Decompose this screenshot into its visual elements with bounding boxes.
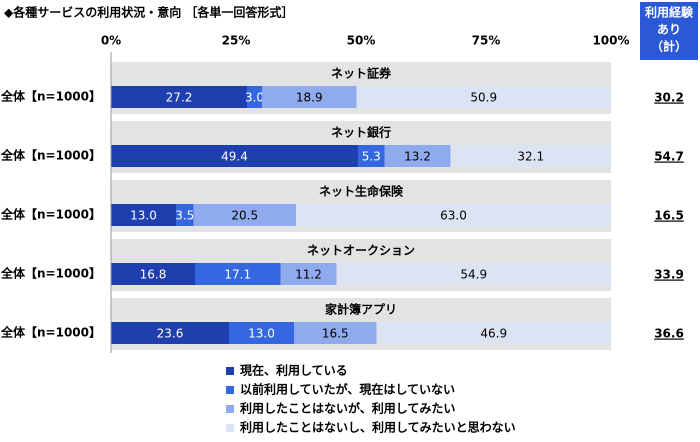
bar-segment — [111, 263, 195, 285]
value-label: 13.2 — [404, 150, 431, 164]
legend-label: 利用したことはないが、利用してみたい — [240, 401, 455, 416]
bar-segment — [262, 86, 357, 108]
row-label: 全体【n=1000】 — [0, 89, 101, 104]
value-label: 17.1 — [224, 268, 251, 282]
panel-title: ネット証券 — [331, 66, 392, 81]
chart-title: ◆各種サービスの利用状況・意向 ［各単一回答形式］ — [4, 5, 293, 20]
value-label: 16.5 — [322, 327, 349, 341]
bar-segment — [356, 86, 611, 108]
panel-title: ネット銀行 — [331, 125, 391, 140]
panel-title: ネット生命保険 — [319, 184, 404, 199]
value-label: 54.9 — [460, 268, 487, 282]
bar-segment — [336, 263, 611, 285]
legend-swatch — [226, 386, 234, 394]
value-label: 13.0 — [130, 209, 157, 223]
value-label: 3.0 — [245, 91, 264, 105]
total-value: 33.9 — [654, 268, 684, 282]
value-label: 11.2 — [295, 268, 322, 282]
x-tick-label: 0% — [101, 34, 121, 48]
panel-title: ネットオークション — [307, 244, 415, 258]
bar-segment — [384, 145, 451, 167]
legend-label: 利用したことはないし、利用してみたいと思わない — [240, 420, 516, 435]
bar-segment — [358, 145, 385, 167]
value-label: 27.2 — [166, 91, 193, 105]
bar-segment — [111, 86, 247, 108]
value-label: 3.5 — [175, 209, 194, 223]
bar-segment — [193, 204, 296, 226]
bar-segment — [111, 145, 358, 167]
panel-title: 家計簿アプリ — [325, 302, 397, 317]
value-label: 16.8 — [140, 268, 167, 282]
totals-title: （計） — [651, 39, 687, 54]
value-label: 46.9 — [480, 327, 507, 341]
x-tick-label: 50% — [347, 34, 376, 48]
bar-segment — [229, 322, 294, 344]
x-tick-label: 100% — [592, 34, 629, 48]
value-label: 5.3 — [362, 150, 381, 164]
value-label: 20.5 — [231, 209, 258, 223]
x-tick-label: 25% — [222, 34, 251, 48]
totals-header — [640, 2, 698, 60]
x-tick-label: 75% — [472, 34, 501, 48]
bar-segment — [376, 322, 611, 344]
bar-segment — [296, 204, 611, 226]
bar-segment — [247, 86, 262, 108]
bar-segment — [176, 204, 194, 226]
row-label: 全体【n=1000】 — [0, 325, 101, 340]
row-label: 全体【n=1000】 — [0, 148, 101, 163]
row-label: 全体【n=1000】 — [0, 207, 101, 222]
total-value: 30.2 — [654, 91, 684, 105]
value-label: 23.6 — [157, 327, 184, 341]
legend-label: 以前利用していたが、現在はしていない — [240, 382, 455, 397]
bar-segment — [294, 322, 377, 344]
legend-swatch — [226, 424, 234, 432]
total-value: 36.6 — [654, 327, 684, 341]
bar-segment — [195, 263, 281, 285]
bar-segment — [450, 145, 611, 167]
value-label: 50.9 — [470, 91, 497, 105]
value-label: 63.0 — [440, 209, 467, 223]
bar-segment — [111, 322, 229, 344]
totals-title: あり — [657, 23, 681, 37]
value-label: 18.9 — [296, 91, 323, 105]
value-label: 49.4 — [221, 150, 248, 164]
row-label: 全体【n=1000】 — [0, 266, 101, 281]
totals-title: 利用経験 — [645, 5, 694, 20]
total-value: 54.7 — [654, 150, 684, 164]
legend-label: 現在、利用している — [240, 363, 348, 378]
value-label: 32.1 — [517, 150, 544, 164]
total-value: 16.5 — [654, 209, 684, 223]
legend-swatch — [226, 367, 234, 375]
bar-segment — [111, 204, 176, 226]
value-label: 13.0 — [248, 327, 275, 341]
bar-segment — [280, 263, 337, 285]
legend-swatch — [226, 405, 234, 413]
